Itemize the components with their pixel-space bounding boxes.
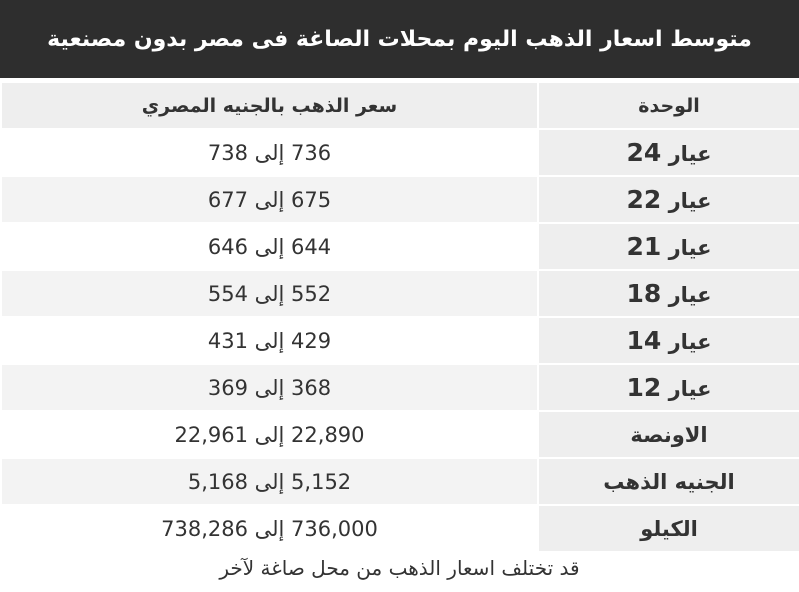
title-text: متوسط اسعار الذهب اليوم بمحلات الصاغة فى…	[47, 26, 752, 52]
header-unit: الوحدة	[537, 81, 799, 130]
price-cell: 736,000 إلى 738,286	[0, 504, 539, 553]
price-cell: 736 إلى 738	[0, 128, 539, 177]
unit-cell: الاونصة	[537, 410, 799, 459]
unit-cell: عيار 14	[537, 316, 799, 365]
price-cell: 552 إلى 554	[0, 269, 539, 318]
page-title: متوسط اسعار الذهب اليوم بمحلات الصاغة فى…	[0, 0, 799, 78]
unit-cell: عيار 18	[537, 269, 799, 318]
table-row: عيار 12 368 إلى 369	[0, 363, 799, 412]
table-row: عيار 24 736 إلى 738	[0, 128, 799, 177]
table-row: الكيلو 736,000 إلى 738,286	[0, 504, 799, 553]
price-cell: 368 إلى 369	[0, 363, 539, 412]
price-cell: 644 إلى 646	[0, 222, 539, 271]
table-row: عيار 21 644 إلى 646	[0, 222, 799, 271]
price-cell: 675 إلى 677	[0, 175, 539, 224]
table-row: عيار 14 429 إلى 431	[0, 316, 799, 365]
unit-cell: عيار 21	[537, 222, 799, 271]
unit-cell: عيار 24	[537, 128, 799, 177]
gold-prices-table: الوحدة سعر الذهب بالجنيه المصري عيار 24 …	[0, 81, 799, 553]
header-price: سعر الذهب بالجنيه المصري	[0, 81, 539, 130]
table-header-row: الوحدة سعر الذهب بالجنيه المصري	[0, 81, 799, 130]
table-row: الاونصة 22,890 إلى 22,961	[0, 410, 799, 459]
unit-cell: عيار 12	[537, 363, 799, 412]
table-row: الجنيه الذهب 5,152 إلى 5,168	[0, 457, 799, 506]
table-row: عيار 22 675 إلى 677	[0, 175, 799, 224]
price-cell: 22,890 إلى 22,961	[0, 410, 539, 459]
footer-note: قد تختلف اسعار الذهب من محل صاغة لآخر	[219, 556, 580, 580]
price-cell: 429 إلى 431	[0, 316, 539, 365]
unit-cell: الكيلو	[537, 504, 799, 553]
unit-cell: عيار 22	[537, 175, 799, 224]
table-row: عيار 18 552 إلى 554	[0, 269, 799, 318]
unit-cell: الجنيه الذهب	[537, 457, 799, 506]
price-cell: 5,152 إلى 5,168	[0, 457, 539, 506]
